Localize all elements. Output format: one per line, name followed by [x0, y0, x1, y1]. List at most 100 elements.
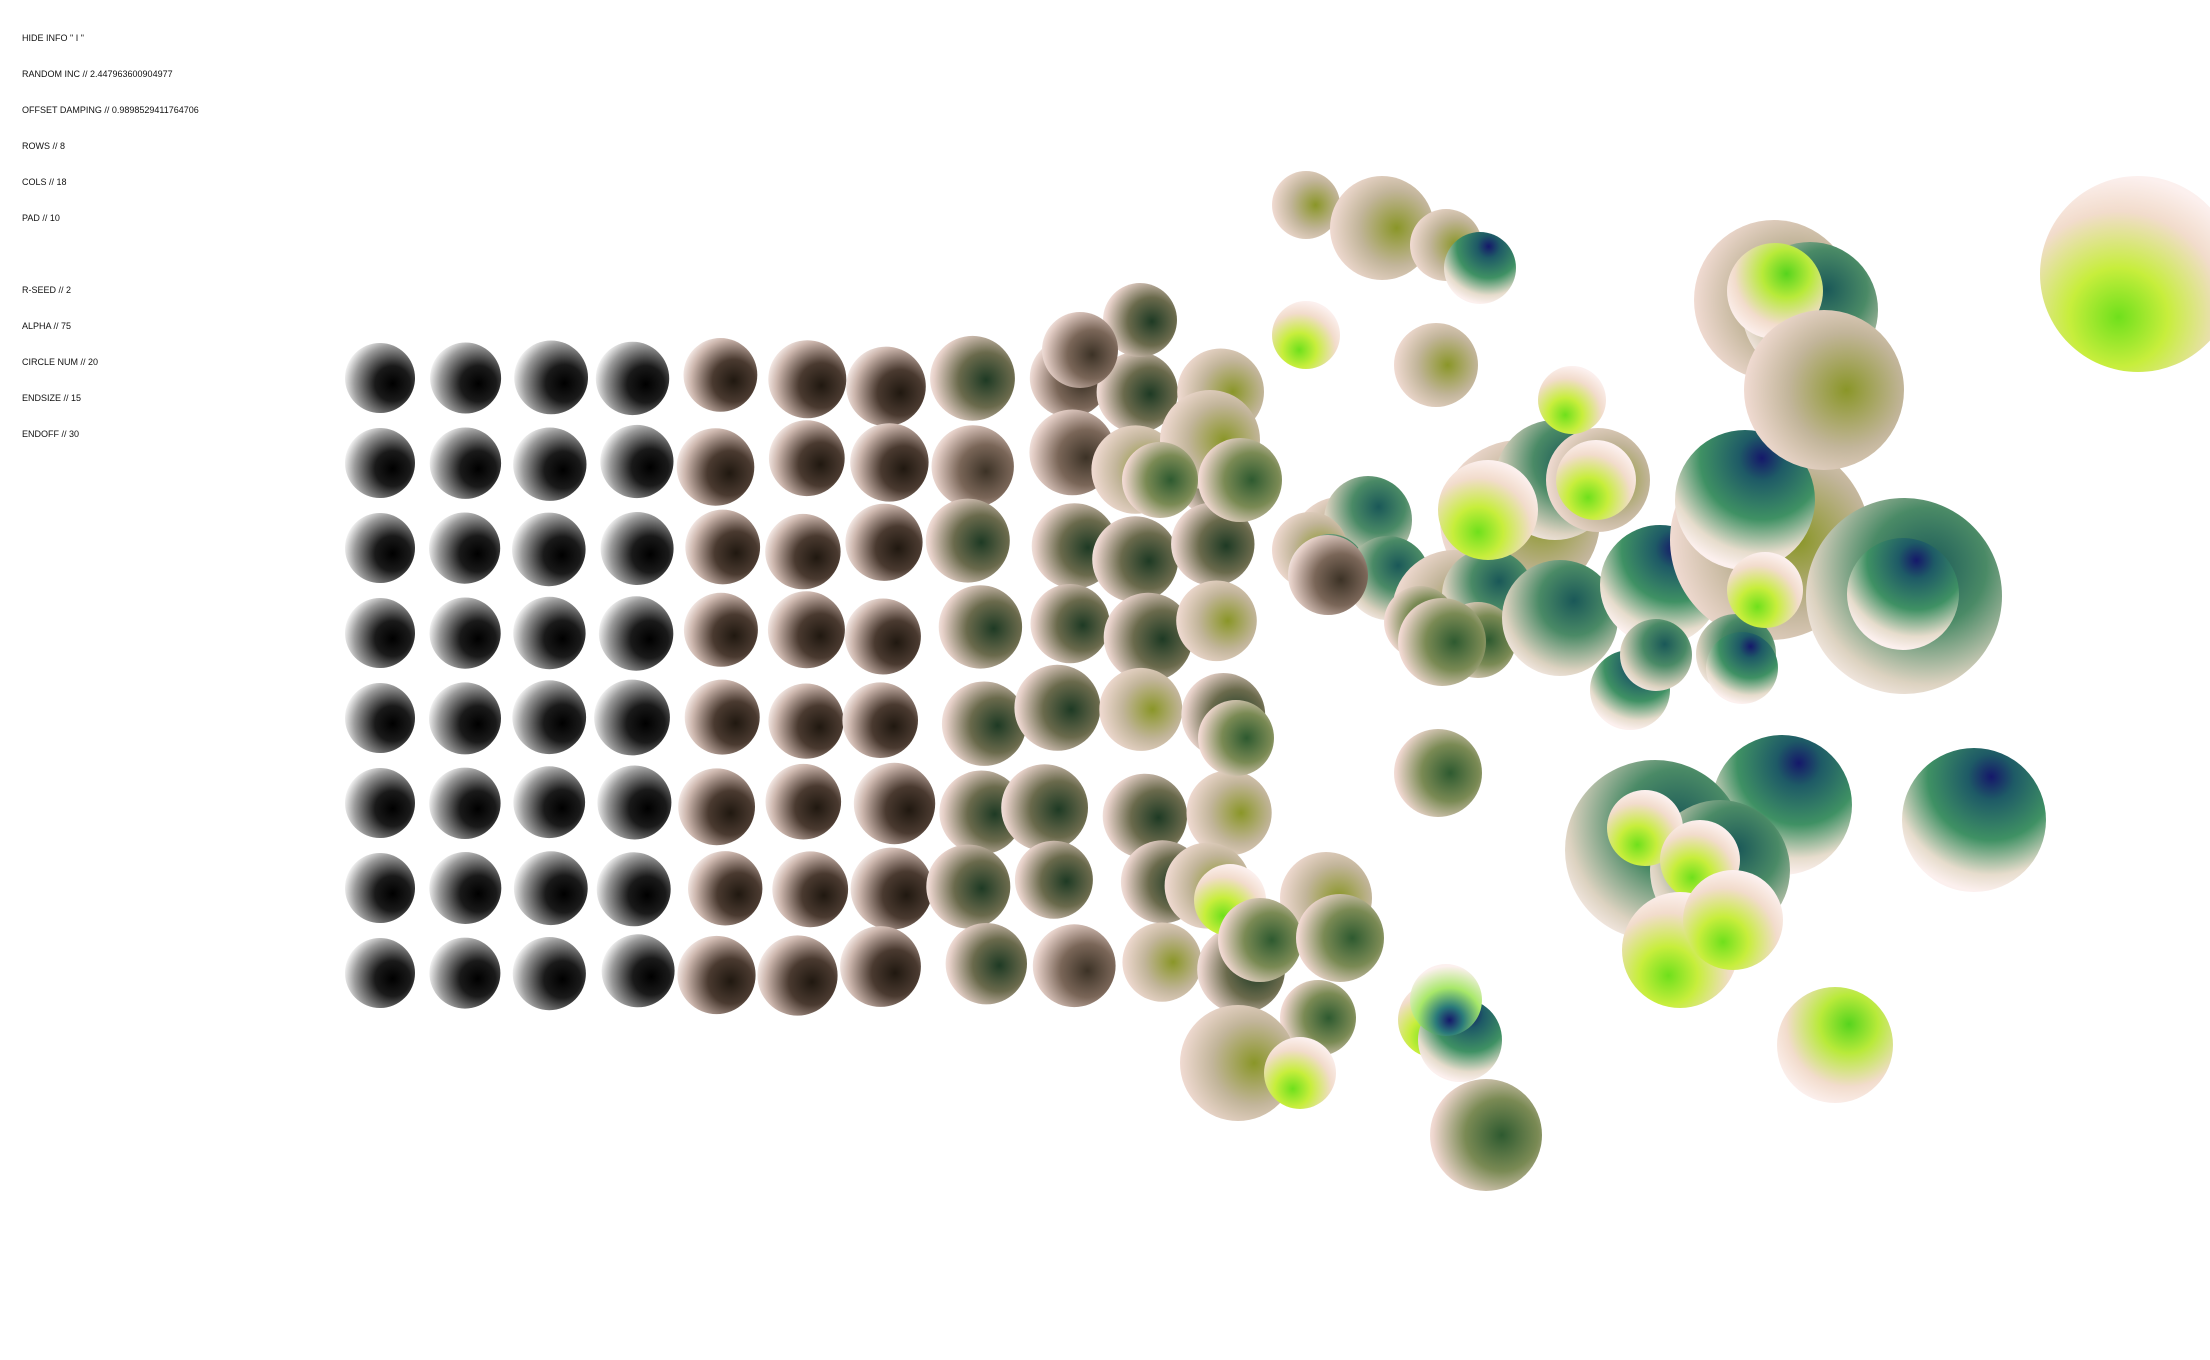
circle — [1102, 773, 1188, 859]
circle — [1394, 323, 1478, 407]
circle — [345, 853, 415, 923]
alpha-readout: ALPHA // 75 — [22, 321, 72, 331]
circle — [1030, 584, 1110, 664]
circle — [1096, 351, 1178, 433]
circle — [429, 767, 501, 839]
circle — [926, 844, 1011, 929]
circle — [1502, 560, 1618, 676]
circle — [2040, 176, 2210, 372]
circle — [1122, 922, 1202, 1002]
circle — [429, 512, 501, 584]
circle — [1198, 700, 1274, 776]
circle — [1042, 312, 1118, 388]
circle-field — [345, 171, 2210, 1191]
circle — [757, 935, 838, 1016]
circle — [938, 585, 1023, 669]
circle — [514, 340, 588, 415]
offset-damping-readout: OFFSET DAMPING // 0.9898529411764706 — [22, 105, 199, 115]
circle — [1444, 232, 1516, 304]
circle — [1330, 176, 1434, 280]
circle — [772, 851, 849, 928]
circle — [1538, 366, 1606, 434]
circle — [1176, 580, 1257, 662]
circle — [1014, 664, 1101, 751]
circle — [345, 683, 415, 753]
circle — [596, 852, 671, 927]
circle — [1032, 924, 1116, 1008]
circle — [845, 503, 923, 581]
circle — [768, 683, 844, 759]
circle — [429, 852, 502, 924]
circle — [1683, 870, 1783, 970]
circle — [1103, 283, 1177, 357]
circle — [513, 427, 587, 501]
circle — [1394, 729, 1482, 817]
circle — [1198, 438, 1282, 522]
circle — [429, 427, 502, 499]
cols-readout: COLS // 18 — [22, 177, 67, 187]
circle — [1122, 442, 1198, 518]
circle — [683, 592, 758, 667]
circle — [1186, 770, 1272, 856]
circle — [850, 423, 929, 502]
circle — [941, 681, 1027, 766]
circle — [345, 513, 415, 583]
circle — [1438, 460, 1538, 560]
circle — [345, 343, 415, 413]
circle — [1675, 430, 1815, 570]
circle — [1777, 987, 1893, 1103]
circle — [1218, 898, 1302, 982]
circle — [1288, 535, 1368, 615]
circle — [600, 512, 674, 585]
circle — [1398, 598, 1486, 686]
circle — [939, 770, 1024, 855]
pad-readout: PAD // 10 — [22, 213, 60, 223]
circle — [429, 597, 501, 669]
circle — [688, 851, 763, 926]
circle — [844, 598, 921, 675]
circle — [767, 591, 845, 669]
circle — [512, 937, 586, 1011]
circle — [1272, 301, 1340, 369]
circle — [513, 596, 586, 670]
circle — [512, 512, 586, 587]
circle — [598, 596, 674, 671]
circle — [1847, 538, 1959, 650]
circle — [1280, 980, 1356, 1056]
circle — [685, 509, 761, 585]
circle — [601, 934, 675, 1008]
circle — [1180, 1005, 1296, 1121]
circle — [594, 679, 670, 756]
circle — [429, 937, 501, 1009]
circle — [765, 513, 841, 590]
circle — [765, 763, 842, 840]
circle — [1001, 764, 1088, 852]
circle — [846, 346, 926, 427]
circle — [683, 338, 758, 412]
circle — [1092, 516, 1179, 603]
hide-info-hint[interactable]: HIDE INFO " I " — [22, 33, 84, 43]
circle — [1410, 964, 1482, 1036]
circle — [345, 598, 415, 668]
circle — [840, 926, 921, 1007]
endoff-readout: ENDOFF // 30 — [22, 429, 80, 439]
circle — [1014, 840, 1093, 919]
circle — [850, 847, 933, 930]
circle — [512, 680, 587, 755]
r-seed-readout: R-SEED // 2 — [22, 285, 72, 295]
circle — [945, 923, 1027, 1005]
random-inc-readout: RANDOM INC // 2.447963600904977 — [22, 69, 173, 79]
circle — [678, 768, 755, 846]
circle — [1296, 894, 1384, 982]
circle — [430, 342, 502, 414]
circle — [1264, 1037, 1336, 1109]
circle — [684, 679, 760, 755]
circle — [595, 341, 670, 416]
circle — [676, 428, 755, 506]
circle — [925, 498, 1010, 583]
circle — [1430, 1079, 1542, 1191]
circle — [768, 340, 847, 419]
rows-readout: ROWS // 8 — [22, 141, 66, 151]
circle — [1706, 632, 1778, 704]
